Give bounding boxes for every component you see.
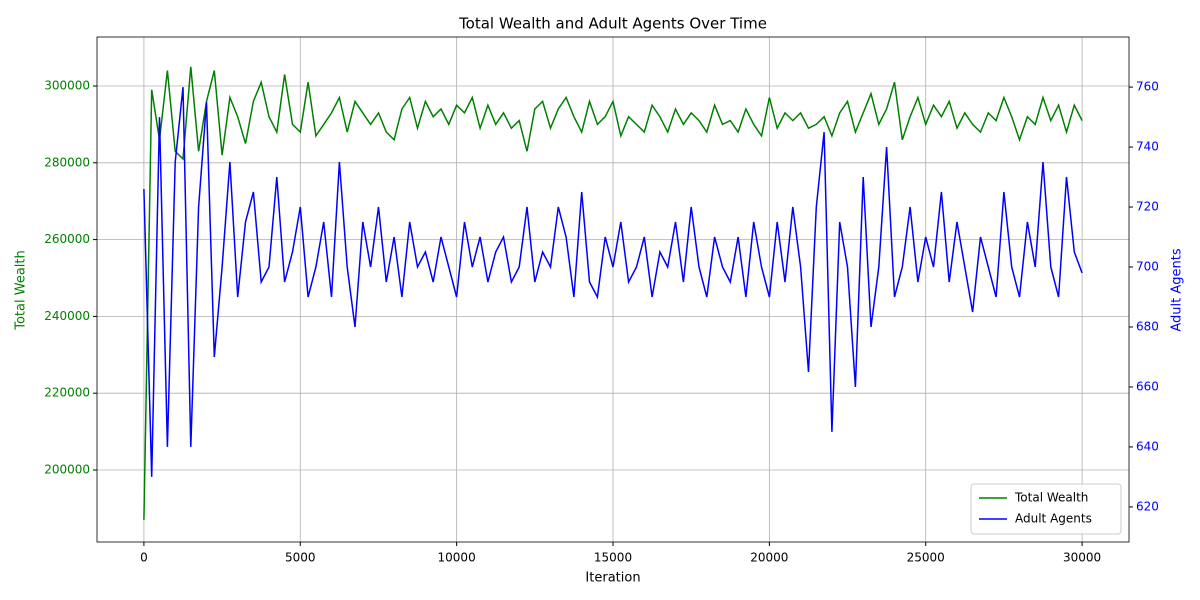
x-axis-label: Iteration (585, 571, 640, 586)
x-tick-label: 25000 (907, 551, 945, 565)
x-tick-label: 10000 (438, 551, 476, 565)
y-tick-label: 280000 (44, 155, 90, 169)
x-tick-label: 20000 (750, 551, 788, 565)
x-tick-label: 15000 (594, 551, 632, 565)
y2-tick-label: 680 (1136, 319, 1159, 333)
legend: Total Wealth Adult Agents (970, 483, 1122, 535)
legend-box (970, 483, 1122, 535)
y2-tick-label: 740 (1136, 140, 1159, 154)
y2-tick-label: 760 (1136, 80, 1159, 94)
series-line (143, 87, 1083, 477)
y2-axis-label: Adult Agents (1170, 248, 1185, 331)
series-line (143, 66, 1083, 520)
y-tick-label: 300000 (44, 78, 90, 92)
y2-tick-label: 620 (1136, 499, 1159, 513)
legend-label: Adult Agents (1015, 512, 1092, 526)
plot-frame (96, 36, 1130, 543)
y-tick-label: 240000 (44, 309, 90, 323)
y-tick-label: 220000 (44, 386, 90, 400)
y-axis-label: Total Wealth (14, 250, 29, 331)
y2-tick-label: 660 (1136, 379, 1159, 393)
y-tick-label: 260000 (44, 232, 90, 246)
y-tick-label: 200000 (44, 462, 90, 476)
legend-label: Total Wealth (1014, 491, 1088, 505)
chart-title: Total Wealth and Adult Agents Over Time (458, 15, 767, 33)
x-tick-label: 0 (140, 551, 148, 565)
y2-tick-label: 720 (1136, 200, 1159, 214)
x-tick-label: 5000 (285, 551, 316, 565)
y2-tick-label: 700 (1136, 260, 1159, 274)
y2-tick-label: 640 (1136, 439, 1159, 453)
x-tick-label: 30000 (1063, 551, 1101, 565)
